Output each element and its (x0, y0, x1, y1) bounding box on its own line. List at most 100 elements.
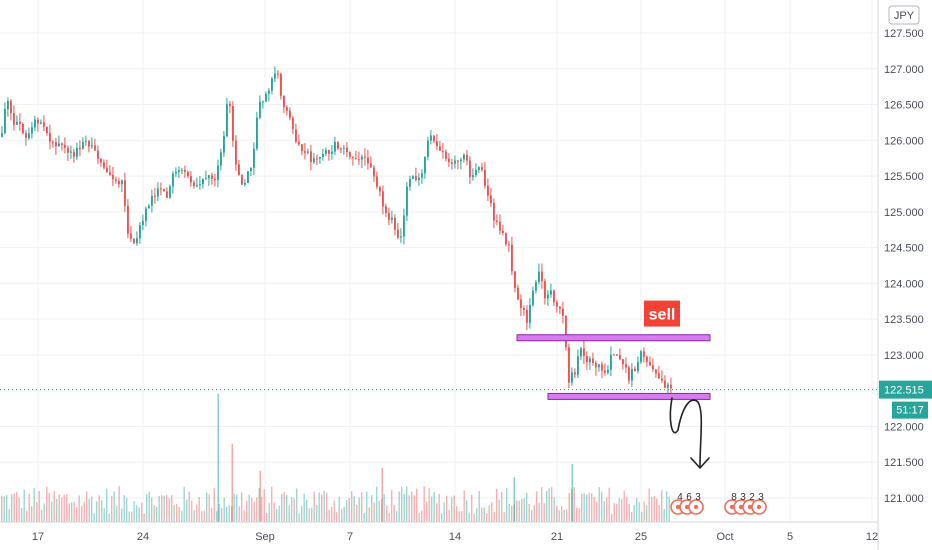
candle[interactable] (178, 166, 180, 178)
zone-lower[interactable] (547, 392, 711, 400)
candle[interactable] (268, 88, 270, 102)
candle[interactable] (82, 137, 84, 150)
candle[interactable] (421, 169, 423, 184)
candle[interactable] (373, 165, 375, 182)
candle[interactable] (439, 141, 441, 151)
candle[interactable] (118, 177, 120, 188)
candle[interactable] (76, 142, 78, 161)
candle[interactable] (376, 171, 378, 190)
candle[interactable] (436, 134, 438, 151)
candle[interactable] (595, 360, 597, 376)
candle[interactable] (475, 163, 477, 178)
candle[interactable] (529, 298, 531, 329)
candle[interactable] (289, 107, 291, 121)
candle[interactable] (91, 137, 93, 149)
candle[interactable] (211, 172, 213, 185)
candle[interactable] (232, 101, 234, 147)
candle[interactable] (187, 170, 189, 179)
candle[interactable] (547, 289, 549, 306)
candle[interactable] (559, 306, 561, 314)
candle[interactable] (652, 358, 654, 372)
candle[interactable] (319, 156, 321, 164)
candle[interactable] (433, 135, 435, 144)
candle[interactable] (271, 76, 273, 95)
candle[interactable] (280, 72, 282, 100)
candle[interactable] (4, 102, 6, 135)
candle[interactable] (343, 144, 345, 155)
candle[interactable] (388, 207, 390, 226)
candle[interactable] (625, 357, 627, 373)
candle[interactable] (154, 187, 156, 204)
candle[interactable] (265, 91, 267, 103)
candle[interactable] (196, 177, 198, 188)
candles[interactable] (1, 66, 672, 397)
candle[interactable] (499, 214, 501, 235)
candle[interactable] (184, 165, 186, 178)
candle[interactable] (613, 353, 615, 356)
sell-label[interactable]: sell (644, 300, 680, 327)
candle[interactable] (142, 214, 144, 231)
candle[interactable] (274, 66, 276, 82)
candle[interactable] (607, 365, 609, 375)
candle[interactable] (415, 167, 417, 182)
candle[interactable] (193, 180, 195, 189)
candle[interactable] (214, 173, 216, 187)
candle[interactable] (244, 178, 246, 187)
candle[interactable] (163, 188, 165, 192)
candle[interactable] (358, 151, 360, 166)
candle[interactable] (130, 225, 132, 243)
candle[interactable] (223, 130, 225, 157)
candle[interactable] (175, 167, 177, 177)
candle[interactable] (304, 143, 306, 160)
candle[interactable] (472, 168, 474, 181)
candle[interactable] (427, 136, 429, 161)
candle[interactable] (307, 148, 309, 155)
candle[interactable] (121, 179, 123, 193)
candle[interactable] (40, 119, 42, 125)
zone-upper[interactable] (516, 334, 711, 342)
candle[interactable] (337, 141, 339, 150)
candle[interactable] (568, 343, 570, 389)
candle[interactable] (622, 359, 624, 370)
candle[interactable] (667, 382, 669, 394)
candle[interactable] (523, 305, 525, 316)
candle[interactable] (370, 156, 372, 168)
candle[interactable] (241, 174, 243, 185)
candle[interactable] (208, 174, 210, 186)
candle[interactable] (160, 182, 162, 196)
candle[interactable] (514, 271, 516, 293)
candle[interactable] (49, 124, 51, 150)
candle[interactable] (328, 149, 330, 161)
candle[interactable] (661, 370, 663, 383)
candle[interactable] (553, 289, 555, 307)
candle[interactable] (124, 172, 126, 213)
candle[interactable] (610, 346, 612, 377)
candle[interactable] (73, 148, 75, 163)
candle[interactable] (502, 224, 504, 236)
candle[interactable] (556, 299, 558, 313)
candle[interactable] (181, 167, 183, 175)
candle[interactable] (574, 368, 576, 378)
candle[interactable] (349, 151, 351, 160)
candle[interactable] (352, 156, 354, 166)
candle[interactable] (112, 166, 114, 186)
candle[interactable] (418, 173, 420, 186)
candle[interactable] (25, 130, 27, 146)
candle[interactable] (169, 184, 171, 199)
candle[interactable] (100, 158, 102, 167)
candle[interactable] (115, 176, 117, 184)
candle[interactable] (517, 284, 519, 301)
candle[interactable] (310, 144, 312, 171)
candle[interactable] (190, 171, 192, 187)
candle[interactable] (412, 175, 414, 180)
candle[interactable] (538, 263, 540, 285)
candle[interactable] (151, 189, 153, 213)
candle[interactable] (34, 115, 36, 131)
candle[interactable] (13, 105, 15, 131)
candle[interactable] (7, 97, 9, 117)
candle[interactable] (139, 221, 141, 244)
candle[interactable] (628, 365, 630, 385)
candle[interactable] (331, 145, 333, 160)
candle[interactable] (550, 283, 552, 298)
